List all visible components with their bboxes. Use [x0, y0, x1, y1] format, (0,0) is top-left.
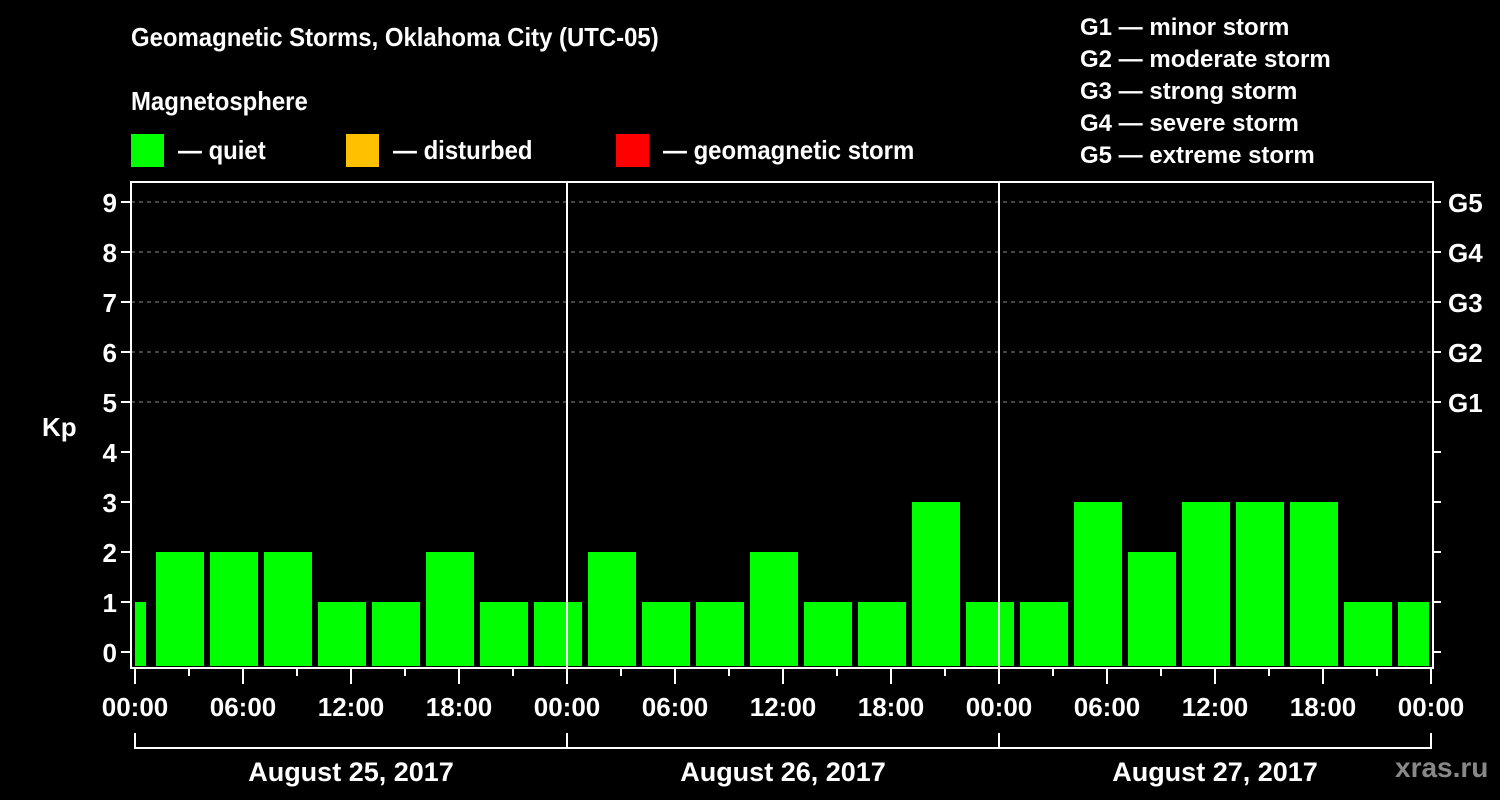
y-tick-label: 1 — [103, 588, 117, 618]
x-tick-label: 12:00 — [1182, 692, 1249, 722]
kp-bar — [1344, 602, 1392, 666]
kp-bar — [1020, 602, 1068, 666]
g-scale-item: G1 — minor storm — [1080, 14, 1290, 41]
y-tick-label: 9 — [103, 188, 117, 218]
g-scale-item: G5 — extreme storm — [1080, 142, 1315, 169]
legend-label: — quiet — [178, 135, 266, 165]
disturbed-swatch-icon — [346, 134, 379, 167]
kp-bar — [1128, 552, 1176, 666]
kp-bar — [804, 602, 852, 666]
x-tick-label: 18:00 — [426, 692, 493, 722]
kp-bar — [1398, 602, 1429, 666]
bars — [135, 502, 1429, 666]
watermark: xras.ru — [1395, 752, 1489, 783]
g-level-label: G4 — [1448, 238, 1483, 268]
kp-bar — [912, 502, 960, 666]
kp-bar — [210, 552, 258, 666]
legend-item-storm: — geomagnetic storm — [616, 134, 936, 167]
kp-bar — [642, 602, 690, 666]
legend-label: — geomagnetic storm — [663, 135, 915, 165]
kp-bar — [534, 602, 582, 666]
kp-bar — [156, 552, 204, 666]
y-tick-label: 4 — [103, 438, 118, 468]
g-scale-item: G4 — severe storm — [1080, 110, 1299, 137]
quiet-swatch-icon — [131, 134, 164, 167]
kp-bar — [318, 602, 366, 666]
legend-item-quiet: — quiet — [131, 134, 273, 167]
x-tick-label: 00:00 — [102, 692, 169, 722]
kp-bar — [1290, 502, 1338, 666]
y-tick-label: 3 — [103, 488, 117, 518]
kp-bar — [1236, 502, 1284, 666]
kp-bar — [1074, 502, 1122, 666]
g-level-label: G2 — [1448, 338, 1483, 368]
kp-bar — [480, 602, 528, 666]
y-tick-label: 0 — [103, 638, 117, 668]
grid-lines — [131, 201, 1433, 403]
x-tick-label: 06:00 — [1074, 692, 1141, 722]
kp-bar — [426, 552, 474, 666]
y-tick-label: 8 — [103, 238, 117, 268]
x-tick-label: 06:00 — [642, 692, 709, 722]
kp-bar — [372, 602, 420, 666]
g-level-label: G5 — [1448, 188, 1483, 218]
storm-swatch-icon — [616, 134, 649, 167]
day-label: August 25, 2017 — [248, 757, 454, 787]
x-tick-label: 18:00 — [1290, 692, 1357, 722]
kp-bar — [135, 602, 146, 666]
g-scale-item: G2 — moderate storm — [1080, 46, 1331, 73]
y-tick-label: 2 — [103, 538, 117, 568]
kp-bar — [264, 552, 312, 666]
kp-bar — [1182, 502, 1230, 666]
x-tick-label: 00:00 — [1398, 692, 1465, 722]
g-level-label: G3 — [1448, 288, 1483, 318]
legend-heading: Magnetosphere — [131, 86, 308, 116]
axis-labels: 0 1 2 3 4 5 6 7 8 9 Kp G1 G2 G3 G4 G5 00:00 06:00 12:00 18:… — [42, 188, 1483, 787]
kp-bar — [858, 602, 906, 666]
legend-label: — disturbed — [393, 135, 533, 165]
g-scale-item: G3 — strong storm — [1080, 78, 1298, 105]
y-axis-label: Kp — [42, 412, 77, 442]
axes — [121, 181, 1441, 749]
kp-bar — [750, 552, 798, 666]
x-tick-label: 06:00 — [210, 692, 277, 722]
x-tick-label: 18:00 — [858, 692, 925, 722]
y-tick-label: 6 — [103, 338, 117, 368]
x-tick-label: 12:00 — [318, 692, 385, 722]
kp-bar — [588, 552, 636, 666]
x-tick-label: 00:00 — [534, 692, 601, 722]
day-label: August 27, 2017 — [1112, 757, 1318, 787]
chart-title: Geomagnetic Storms, Oklahoma City (UTC-0… — [131, 22, 659, 52]
y-tick-label: 5 — [103, 388, 117, 418]
g-level-label: G1 — [1448, 388, 1483, 418]
x-tick-label: 12:00 — [750, 692, 817, 722]
kp-bar — [966, 602, 1014, 666]
x-tick-label: 00:00 — [966, 692, 1033, 722]
day-label: August 26, 2017 — [680, 757, 886, 787]
y-tick-label: 7 — [103, 288, 117, 318]
kp-bar — [696, 602, 744, 666]
legend-item-disturbed: — disturbed — [346, 134, 545, 167]
